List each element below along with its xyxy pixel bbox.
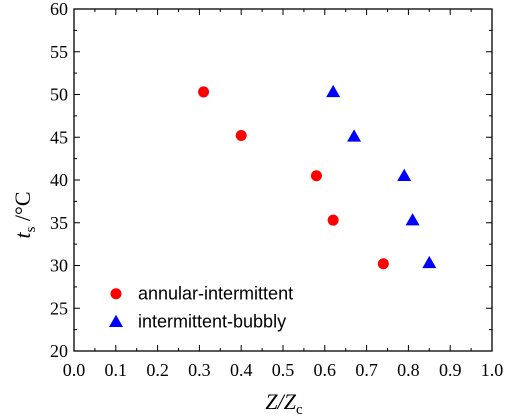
triangle-point xyxy=(326,84,341,98)
triangle-point xyxy=(397,168,412,181)
y-tick-label: 40 xyxy=(50,170,68,190)
legend-marker xyxy=(110,288,122,300)
x-tick-label: 0.8 xyxy=(397,360,420,380)
y-axis-title-sub: s xyxy=(23,226,39,232)
x-tick-label: 0.2 xyxy=(146,360,169,380)
y-axis-title: ts /°C xyxy=(10,191,39,238)
y-tick-label: 35 xyxy=(50,213,68,233)
y-tick-label: 60 xyxy=(50,0,68,19)
x-tick-label: 0.1 xyxy=(105,360,128,380)
x-tick-label: 0.6 xyxy=(314,360,337,380)
y-tick-label: 50 xyxy=(50,85,68,105)
x-axis-title-sub: c xyxy=(296,402,303,418)
x-tick-label: 0.9 xyxy=(439,360,462,380)
legend-label: annular-intermittent xyxy=(138,284,293,304)
axes: 0.0 0.1 0.2 0.3 0.4 0.5 0.6 0.7 0.8 0.9 1.0 20 25 30 3… xyxy=(50,0,503,380)
y-tick-label: 20 xyxy=(50,341,68,361)
circle-point xyxy=(377,258,389,270)
y-axis-title-unit: /°C xyxy=(10,191,35,226)
x-tick-label: 0.3 xyxy=(188,360,211,380)
x-tick-label: 0.0 xyxy=(63,360,86,380)
y-tick-label: 55 xyxy=(50,42,68,62)
x-tick-label: 0.7 xyxy=(355,360,378,380)
triangle-point xyxy=(422,255,437,269)
x-axis-title: Z/Zc xyxy=(265,389,303,418)
circle-point xyxy=(327,214,339,226)
y-tick-label: 25 xyxy=(50,298,68,318)
triangle-point xyxy=(405,213,420,226)
triangle-point xyxy=(347,129,362,142)
y-tick-label: 45 xyxy=(50,127,68,147)
x-axis-title-main: Z/Z xyxy=(265,389,296,414)
legend: annular-intermittent intermittent-bubbly xyxy=(109,284,293,332)
y-axis-title-main: t xyxy=(10,232,35,239)
circle-point xyxy=(198,86,210,98)
circle-point xyxy=(310,170,322,182)
circle-point xyxy=(235,130,247,142)
x-tick-label: 0.4 xyxy=(230,360,253,380)
legend-marker xyxy=(109,314,123,327)
y-tick-label: 30 xyxy=(50,256,68,276)
legend-label: intermittent-bubbly xyxy=(138,312,286,332)
x-tick-label: 1.0 xyxy=(481,360,504,380)
data-points xyxy=(198,84,437,270)
x-tick-label: 0.5 xyxy=(272,360,295,380)
